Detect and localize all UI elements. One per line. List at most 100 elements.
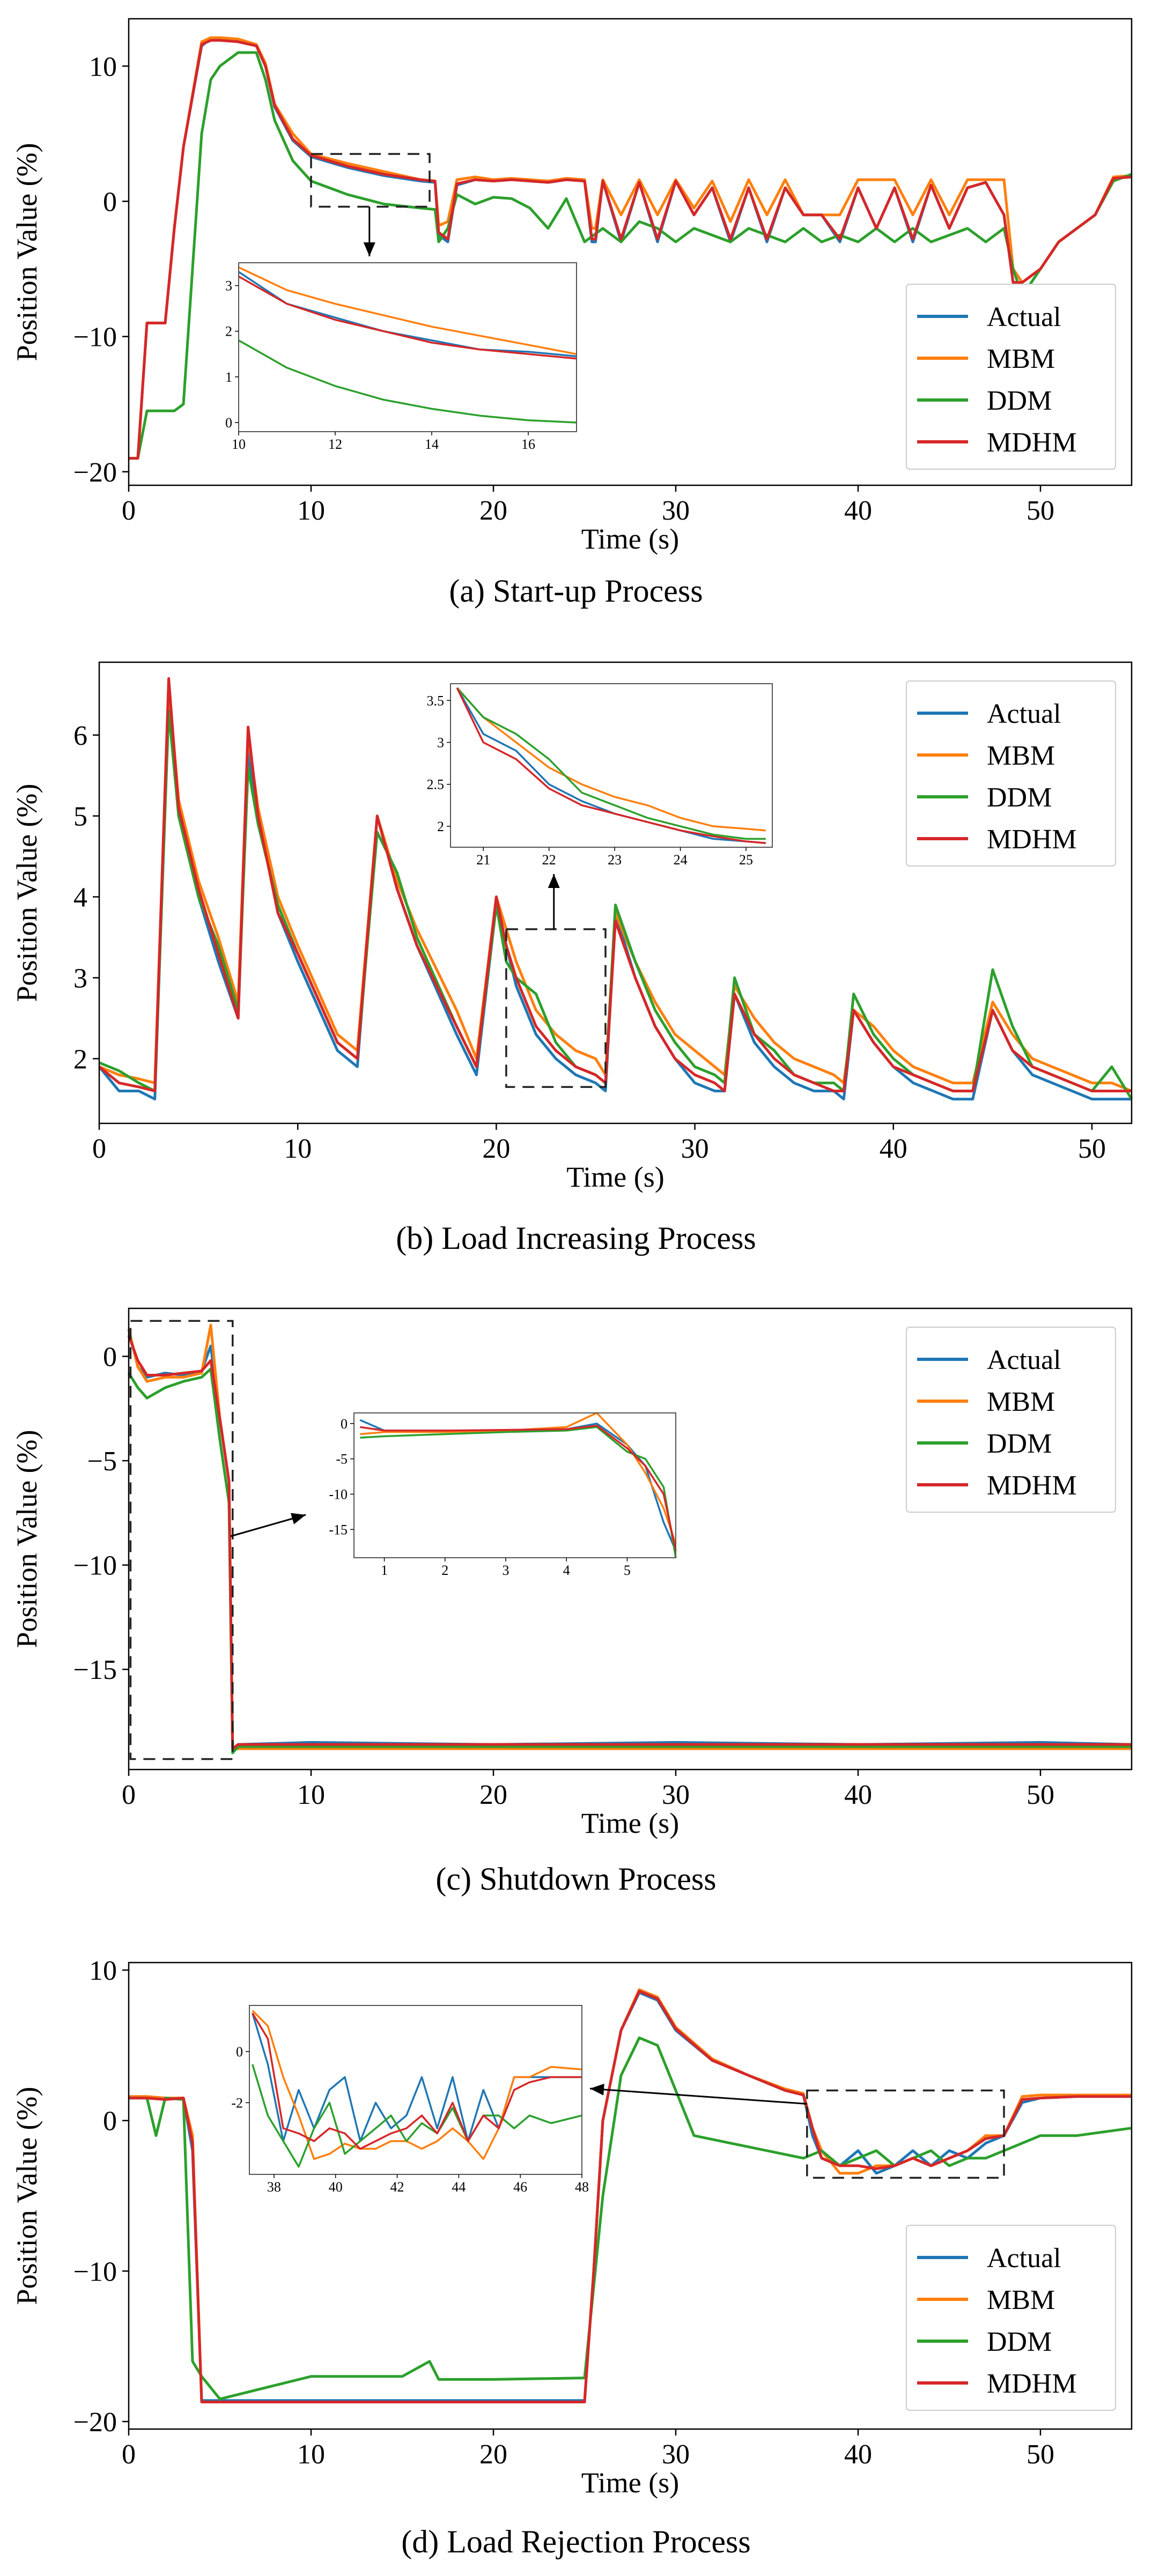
y-tick-label: 0 xyxy=(103,2106,117,2137)
inset-x-tick-label: 24 xyxy=(674,852,688,868)
legend-label-actual: Actual xyxy=(987,1345,1061,1375)
series-line-ddm xyxy=(129,2036,1132,2401)
y-tick-label: −20 xyxy=(73,457,117,488)
inset-y-tick-label: -5 xyxy=(336,1452,348,1467)
y-tick-label: 10 xyxy=(89,1956,117,1986)
inset-line-ddm xyxy=(360,1426,677,1558)
y-tick-label: −10 xyxy=(73,2256,117,2287)
y-tick-label: −10 xyxy=(73,322,117,353)
x-axis-label: Time (s) xyxy=(581,1807,680,1839)
inset-x-tick-label: 12 xyxy=(328,436,342,452)
y-tick-label: −15 xyxy=(73,1655,117,1685)
y-tick-label: −20 xyxy=(73,2407,117,2438)
inset-y-tick-label: 2 xyxy=(225,324,232,339)
zoom-arrow xyxy=(589,2088,807,2105)
inset-x-tick-label: 44 xyxy=(452,2179,466,2195)
x-tick-label: 30 xyxy=(662,2439,690,2470)
inset-line-mdhm xyxy=(456,687,766,844)
y-axis-label: Position Value (%) xyxy=(11,784,43,1002)
inset-frame xyxy=(353,1412,676,1558)
series-line-ddm xyxy=(129,51,1132,460)
inset-line-ddm xyxy=(238,339,577,424)
y-tick-label: 6 xyxy=(73,721,87,751)
inset-x-tick-label: 38 xyxy=(267,2179,281,2195)
legend-label-mdhm: MDHM xyxy=(987,1470,1077,1501)
inset-y-tick-label: 0 xyxy=(341,1416,348,1432)
series-line-mdhm xyxy=(129,1989,1132,2403)
zoom-region-box xyxy=(806,2089,1005,2179)
legend-box xyxy=(906,1327,1116,1513)
legend-label-mbm: MBM xyxy=(987,1387,1055,1417)
x-tick-label: 0 xyxy=(122,495,136,526)
y-tick-label: 3 xyxy=(73,963,87,994)
x-tick-label: 0 xyxy=(122,1780,136,1810)
x-tick-label: 30 xyxy=(662,495,690,526)
inset-background xyxy=(451,684,772,847)
y-axis-label: Position Value (%) xyxy=(11,2087,43,2305)
figure-b: 0 10 20 30 40 50 2 3 4 5 6 Time (s) Position Value (… xyxy=(0,643,1152,1287)
x-axis-label: Time (s) xyxy=(581,523,680,555)
y-tick-label: −5 xyxy=(87,1446,117,1477)
zoom-arrow-head xyxy=(290,1513,306,1524)
y-tick-label: −10 xyxy=(73,1551,117,1581)
x-axis-label: Time (s) xyxy=(581,2467,680,2499)
legend-label-mdhm: MDHM xyxy=(987,824,1077,855)
caption-a: (a) Start-up Process xyxy=(449,573,703,609)
inset-x-tick-label: 4 xyxy=(563,1563,570,1578)
x-tick-label: 20 xyxy=(479,1780,507,1810)
zoom-region-box xyxy=(505,928,607,1088)
y-tick-label: 4 xyxy=(73,883,87,913)
inset-y-tick-label: 3.5 xyxy=(427,693,445,708)
plot-frame xyxy=(128,1307,1133,1771)
y-tick-label: 5 xyxy=(73,802,87,832)
legend-box xyxy=(906,2225,1116,2411)
legend-label-ddm: DDM xyxy=(987,1428,1052,1459)
inset-x-tick-label: 40 xyxy=(329,2179,343,2195)
inset-x-tick-label: 42 xyxy=(390,2179,404,2195)
x-tick-label: 10 xyxy=(297,1780,325,1810)
plot-frame xyxy=(98,661,1133,1124)
inset-y-tick-label: -15 xyxy=(329,1522,348,1537)
inset-line-mdhm xyxy=(238,275,577,360)
inset-line-ddm xyxy=(456,687,766,840)
x-tick-label: 30 xyxy=(662,1780,690,1810)
x-tick-label: 40 xyxy=(844,2439,872,2470)
inset-frame xyxy=(450,683,773,848)
x-tick-label: 20 xyxy=(482,1134,510,1164)
caption-d: (d) Load Rejection Process xyxy=(401,2524,751,2559)
x-tick-label: 20 xyxy=(479,495,507,526)
legend-box xyxy=(906,680,1116,867)
inset-y-tick-label: -10 xyxy=(329,1486,348,1502)
inset-line-mdhm xyxy=(360,1424,677,1551)
legend-box xyxy=(906,284,1116,470)
caption-b: (b) Load Increasing Process xyxy=(396,1220,756,1256)
zoom-region-box xyxy=(310,153,431,208)
y-tick-label: 0 xyxy=(103,187,117,217)
inset-y-tick-label: 3 xyxy=(225,278,232,294)
inset-x-tick-label: 16 xyxy=(521,436,535,452)
x-tick-label: 0 xyxy=(92,1134,106,1164)
inset-x-tick-label: 10 xyxy=(232,436,246,452)
plot-frame xyxy=(128,1961,1133,2430)
inset-y-tick-label: 2 xyxy=(437,819,444,834)
inset-x-tick-label: 2 xyxy=(441,1563,448,1578)
legend-label-ddm: DDM xyxy=(987,782,1052,813)
inset-x-tick-label: 5 xyxy=(624,1563,631,1578)
legend-label-actual: Actual xyxy=(987,2243,1061,2274)
x-tick-label: 30 xyxy=(681,1134,709,1164)
inset-x-tick-label: 22 xyxy=(542,852,556,868)
legend-label-actual: Actual xyxy=(987,302,1061,332)
zoom-arrow-head xyxy=(548,874,560,888)
inset-x-tick-label: 23 xyxy=(608,852,622,868)
series-line-mdhm xyxy=(129,39,1132,460)
inset-frame xyxy=(249,2005,582,2175)
inset-y-tick-label: 0 xyxy=(236,2044,243,2060)
inset-y-tick-label: 0 xyxy=(225,415,232,431)
inset-x-tick-label: 1 xyxy=(381,1563,388,1578)
plot-frame xyxy=(128,18,1133,486)
legend-label-ddm: DDM xyxy=(987,2327,1052,2357)
x-tick-label: 10 xyxy=(284,1134,312,1164)
